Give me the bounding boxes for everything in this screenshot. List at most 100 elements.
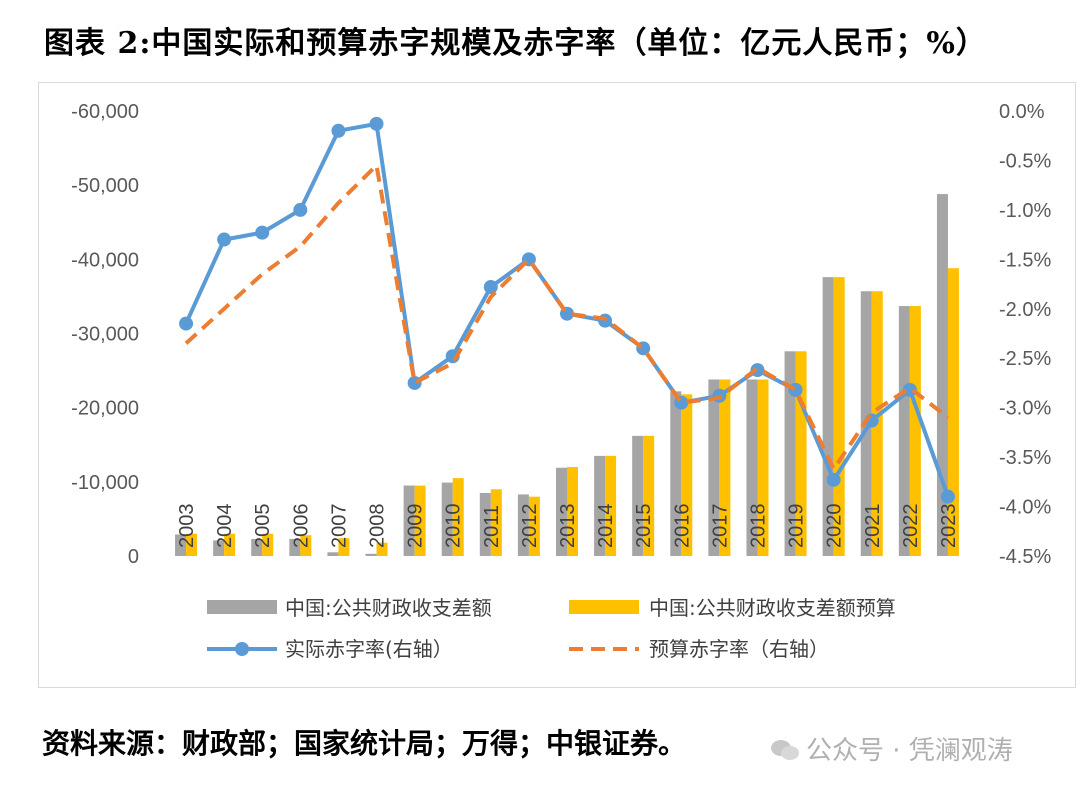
bar-actual-deficit [175,534,187,556]
category-label: 2020 [824,504,846,549]
watermark: 公众号 · 凭澜观涛 [770,730,1013,767]
right-axis-tick: -1.0% [999,200,1051,222]
left-axis-tick: -20,000 [71,398,139,420]
bar-budget-deficit [262,533,274,556]
bar-actual-deficit [289,538,301,556]
bar-actual-deficit [556,467,567,556]
right-axis-tick: -2.0% [999,299,1051,321]
bar-actual-deficit [251,538,263,556]
category-label: 2012 [519,504,541,549]
bar-budget-deficit [300,535,312,556]
bar-actual-deficit [365,553,377,556]
bar-actual-deficit [670,391,682,556]
bar-actual-deficit [632,435,644,556]
left-axis-tick: -40,000 [71,249,139,271]
category-label: 2008 [367,504,389,549]
bar-budget-deficit [643,435,655,556]
bar-budget-deficit [757,379,769,556]
right-axis-tick: -3.5% [999,447,1051,469]
watermark-text: 公众号 · 凭澜观涛 [806,736,1013,766]
left-axis-tick: 0 [128,546,139,568]
bar-budget-deficit [452,478,464,556]
bar-actual-deficit [441,482,453,556]
bar-budget-deficit [376,542,388,556]
right-axis-tick: -0.5% [999,150,1051,172]
bar-budget-deficit [338,538,350,556]
bar-budget-deficit [414,485,426,556]
wechat-icon [771,740,799,760]
bar-budget-deficit [947,268,959,556]
legend-label-budget-rate: 预算赤字率（右轴） [649,637,829,661]
point-actual-deficit-rate [293,202,308,217]
bar-budget-deficit [795,351,807,556]
right-axis-tick: -3.0% [999,398,1051,420]
bar-budget-deficit [681,394,693,556]
bar-actual-deficit [517,494,529,556]
category-label: 2019 [786,504,808,549]
left-axis-tick: -60,000 [71,101,139,123]
bar-budget-deficit [909,306,921,556]
point-actual-deficit-rate [407,375,422,390]
category-label: 2003 [176,504,198,549]
legend-swatch-budget-deficit [569,600,639,614]
chart-title: 图表 2:中国实际和预算赤字规模及赤字率（单位：亿元人民币；%） [44,26,987,61]
bar-budget-deficit [528,496,540,556]
point-actual-deficit-rate [255,225,270,240]
category-label: 2018 [748,504,770,549]
bar-budget-deficit [719,379,731,556]
category-label: 2005 [252,504,274,549]
bar-budget-deficit [224,533,236,556]
category-label: 2017 [709,504,731,549]
right-axis-tick: -4.5% [999,546,1051,568]
bar-actual-deficit [479,492,491,556]
source-note: 资料来源：财政部；国家统计局；万得；中银证券。 [42,727,687,760]
category-label: 2023 [938,504,960,549]
bar-actual-deficit [327,552,339,556]
bar-actual-deficit [708,379,720,556]
bar-budget-deficit [605,455,617,556]
category-label: 2014 [595,504,617,549]
point-actual-deficit-rate [369,116,384,131]
left-axis-tick: -30,000 [71,324,139,346]
bar-actual-deficit [746,379,758,556]
bar-actual-deficit [403,485,415,556]
category-label: 2009 [405,504,427,549]
bar-actual-deficit [898,306,910,556]
category-label: 2015 [633,504,655,549]
point-actual-deficit-rate [331,123,346,138]
category-label: 2006 [290,504,312,549]
bar-budget-deficit [567,467,578,556]
category-label: 2007 [328,504,350,549]
legend-swatch-actual-deficit [207,600,277,614]
chart-frame: -60,000 -50,000 -40,000 -30,000 -20,000 -10,0… [38,82,1076,688]
bar-actual-deficit [936,194,948,557]
category-label: 2011 [481,505,503,548]
combo-chart: -60,000 -50,000 -40,000 -30,000 -20,000 -10,0… [71,101,1051,661]
right-axis-tick: 0.0% [999,101,1045,123]
category-label: 2013 [557,504,579,549]
legend-label-actual-rate: 实际赤字率(右轴） [285,637,453,661]
legend-marker-actual-rate [235,642,249,656]
left-axis-tick: -10,000 [71,472,139,494]
right-axis-tick: -1.5% [999,249,1051,271]
legend-label-budget-deficit: 中国:公共财政收支差额预算 [649,596,896,620]
bar-actual-deficit [594,455,606,556]
bar-actual-deficit [822,277,834,556]
point-actual-deficit-rate [750,363,765,378]
bar-actual-deficit [213,540,225,556]
point-actual-deficit-rate [483,280,498,295]
bar-actual-deficit [784,351,796,556]
point-actual-deficit-rate [902,382,917,397]
bar-budget-deficit [833,277,845,556]
right-axis-tick: -4.0% [999,497,1051,519]
legend-label-actual-deficit: 中国:公共财政收支差额 [285,596,492,620]
bar-budget-deficit [186,533,198,556]
point-actual-deficit-rate [940,489,955,504]
point-actual-deficit-rate [826,472,841,487]
category-label: 2022 [900,504,922,549]
line-budget-deficit-rate [184,163,950,471]
category-label: 2004 [214,504,236,549]
category-label: 2021 [862,504,884,549]
right-axis-tick: -2.5% [999,348,1051,370]
left-axis-tick: -50,000 [71,175,139,197]
